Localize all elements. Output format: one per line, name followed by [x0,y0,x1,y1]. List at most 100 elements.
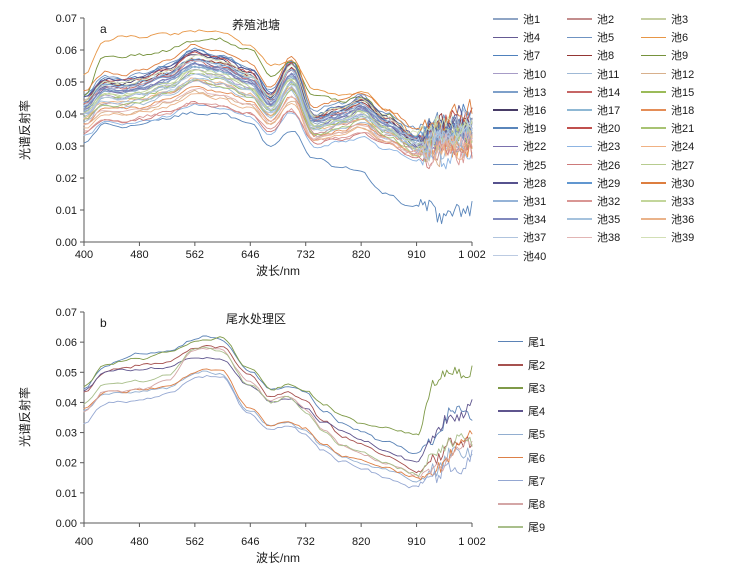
xtick-label: 732 [297,249,315,261]
legend-swatch [493,91,518,93]
legend-swatch [567,54,592,57]
legend-label: 尾8 [528,498,546,511]
series-line-尾3 [83,336,473,436]
ytick-label: 0.07 [56,307,77,319]
legend-label: 池12 [671,68,695,81]
legend-label: 池13 [523,86,547,99]
legend-item: 池16 [493,102,567,118]
legend-label: 池14 [597,86,621,99]
legend-swatch [567,18,592,20]
legend-item: 池36 [641,211,717,227]
legend-swatch [493,36,518,39]
legend-item: 池20 [567,120,641,136]
legend-item: 尾2 [498,357,588,373]
ytick-label: 0.02 [56,458,77,470]
legend-item: 尾8 [498,496,588,512]
legend-swatch [567,236,592,239]
legend-swatch [641,109,666,111]
legend-swatch [493,109,518,111]
legend-item: 池30 [641,175,717,191]
legend-label: 池29 [597,177,621,190]
legend-swatch [493,145,518,148]
legend-label: 池6 [671,32,689,45]
ytick-label: 0.02 [56,173,77,185]
legend-item: 尾4 [498,403,588,419]
legend-swatch [498,479,523,482]
legend-swatch [498,433,523,436]
legend-label: 尾5 [528,429,546,442]
legend-item: 池22 [493,138,567,154]
legend-label: 池33 [671,195,695,208]
legend-label: 池1 [523,14,541,27]
series-line-池38 [83,87,473,167]
legend-label: 池25 [523,159,547,172]
xtick-label: 732 [297,536,315,548]
legend-swatch [641,18,666,20]
legend-swatch [641,54,666,57]
series-line-池30 [83,44,473,136]
legend-item: 池7 [493,47,567,63]
legend-label: 尾3 [528,382,546,395]
legend-label: 池5 [597,32,615,45]
legend-item: 尾7 [498,473,588,489]
legend-swatch [567,127,592,129]
legend-label: 尾4 [528,406,546,419]
series-line-尾6 [83,368,473,481]
legend-swatch [493,127,518,129]
legend-item: 池28 [493,175,567,191]
legend-swatch [567,36,592,39]
legend-item: 池2 [567,11,641,27]
legend-swatch [567,182,592,184]
legend-item: 池39 [641,229,717,245]
legend-label: 池31 [523,195,547,208]
series-line-尾7 [83,375,473,489]
panel-b-title: 尾水处理区 [226,312,286,326]
legend-swatch [493,18,518,20]
legend-item: 池19 [493,120,567,136]
legend-item: 池37 [493,229,567,245]
legend-item: 池31 [493,193,567,209]
panel-b-xlabel: 波长/nm [256,551,300,565]
legend-swatch [567,109,592,111]
legend-item: 池25 [493,157,567,173]
legend-item: 池13 [493,84,567,100]
legend-label: 池39 [671,232,695,245]
legend-label: 池15 [671,86,695,99]
legend-item: 池8 [567,47,641,63]
legend-item: 池32 [567,193,641,209]
ytick-label: 0.05 [56,77,77,89]
xtick-label: 400 [75,536,93,548]
legend-swatch [493,254,518,257]
legend-swatch [493,54,518,57]
xtick-label: 910 [407,536,425,548]
legend-item: 池11 [567,66,641,82]
legend-swatch [641,163,666,166]
legend-item: 池35 [567,211,641,227]
xtick-label: 910 [407,249,425,261]
legend-item: 池29 [567,175,641,191]
legend-label: 池27 [671,159,695,172]
legend-label: 池4 [523,32,541,45]
legend-label: 尾1 [528,336,546,349]
series-line-尾4 [83,357,473,463]
legend-swatch [567,145,592,148]
legend-item: 池14 [567,84,641,100]
series-line-尾5 [83,370,473,483]
legend-item: 池6 [641,29,717,45]
xtick-label: 646 [241,249,259,261]
legend-label: 池40 [523,250,547,263]
legend-item: 池9 [641,47,717,63]
ytick-label: 0.06 [56,45,77,57]
legend-swatch [641,145,666,148]
xtick-label: 1 002 [458,249,486,261]
legend-label: 池28 [523,177,547,190]
panel-b: 0.00 0.01 0.02 0.03 0.04 0.05 0.06 0.07 400 480 56… [56,307,486,548]
legend-swatch [641,236,666,239]
series-line-池37 [83,59,473,148]
legend-swatch [567,218,592,220]
legend-label: 池17 [597,105,621,118]
series-line-池29 [83,58,473,143]
legend-swatch [641,36,666,39]
legend-swatch [493,236,518,239]
